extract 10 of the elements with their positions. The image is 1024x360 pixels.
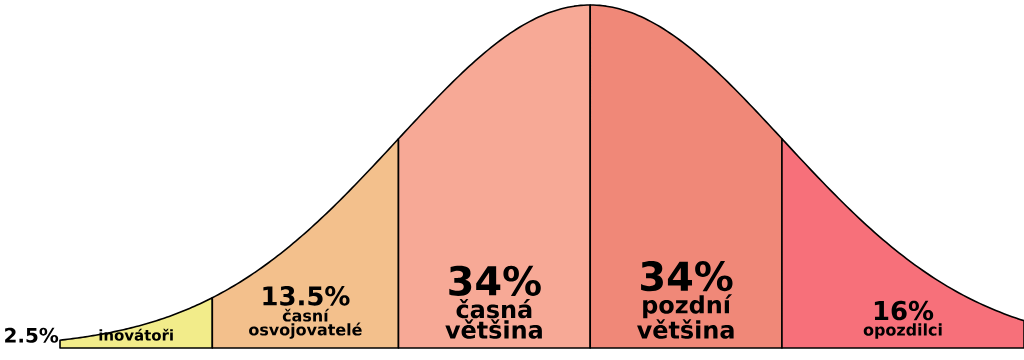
category-label: časní osvojovatelé — [249, 308, 362, 339]
category-label: opozdilci — [863, 323, 942, 339]
category-label: inovátoři — [99, 328, 173, 341]
category-label: pozdní většina — [637, 294, 734, 339]
data-label: 2.5% — [5, 327, 59, 343]
data-label: 34% — [449, 265, 541, 296]
data-label: 13.5% — [263, 286, 350, 306]
category-label: časná většina — [445, 298, 542, 339]
data-label: 34% — [641, 261, 733, 292]
data-label: 16% — [874, 300, 934, 321]
